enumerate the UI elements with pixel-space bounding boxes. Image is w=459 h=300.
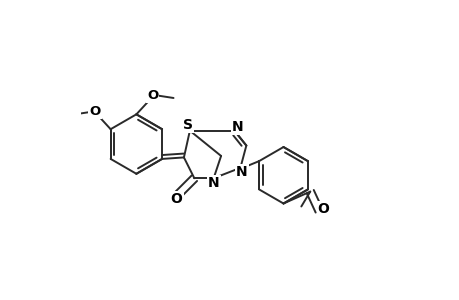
Text: O: O bbox=[317, 202, 329, 216]
Text: N: N bbox=[235, 165, 247, 179]
Text: N: N bbox=[207, 176, 219, 190]
Text: S: S bbox=[183, 118, 193, 132]
Text: O: O bbox=[170, 192, 182, 206]
Text: N: N bbox=[232, 120, 243, 134]
Text: O: O bbox=[147, 88, 158, 101]
Text: O: O bbox=[90, 105, 101, 118]
